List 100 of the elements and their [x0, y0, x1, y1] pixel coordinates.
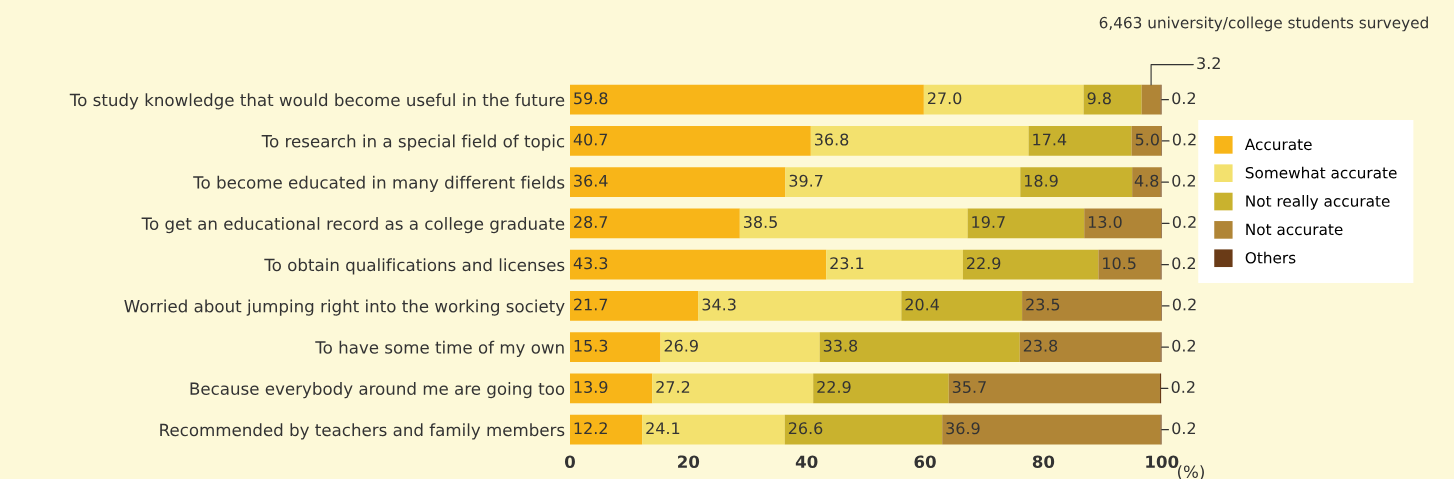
- x-tick-label: 40: [795, 455, 818, 469]
- bar: [923, 84, 1084, 115]
- data-label: 35.7: [952, 380, 986, 394]
- data-label: 22.9: [967, 257, 1001, 270]
- y-tick-label: To obtain qualifications and licenses: [264, 258, 565, 275]
- data-label: 38.5: [743, 215, 777, 229]
- data-label: 27.2: [656, 380, 690, 393]
- data-label: 33.8: [823, 339, 858, 352]
- bar: [1132, 167, 1161, 197]
- data-label: 5.0: [1135, 133, 1159, 146]
- bar: [1141, 84, 1161, 115]
- bar: [1083, 84, 1142, 115]
- y-tick-label: Because everybody around me are going too: [190, 382, 565, 399]
- bar: [819, 332, 1020, 362]
- x-tick-label: 60: [914, 455, 936, 469]
- data-label: 12.2: [574, 422, 607, 435]
- data-label: 0.2: [1172, 215, 1196, 229]
- bar: [1098, 249, 1161, 280]
- data-label: 0.2: [1172, 174, 1196, 187]
- bar: [948, 373, 1160, 404]
- data-label: 23.1: [830, 257, 864, 270]
- bar: [569, 84, 924, 115]
- bar: [569, 249, 827, 280]
- bar: [1020, 167, 1133, 197]
- data-label: 20.4: [905, 298, 939, 311]
- bar: [1131, 126, 1162, 156]
- bar: [901, 291, 1023, 321]
- y-tick-label: To become educated in many different fields: [193, 175, 565, 192]
- y-tick-label: Worried about jumping right into the working society: [124, 299, 565, 316]
- data-label: 3.2: [1197, 57, 1220, 70]
- bar: [826, 249, 963, 280]
- legend-label: Others: [1245, 251, 1296, 264]
- bar: [962, 249, 1099, 280]
- x-tick-label: 20: [678, 455, 700, 469]
- bar: [569, 373, 653, 404]
- data-label: 0.2: [1172, 92, 1196, 105]
- bar: [569, 167, 786, 197]
- bar: [569, 291, 699, 321]
- bar: [569, 332, 661, 362]
- y-tick-label: To have some time of my own: [315, 340, 564, 357]
- data-label: 0.2: [1172, 133, 1196, 146]
- bar: [1019, 332, 1161, 362]
- data-label: 36.9: [946, 422, 980, 435]
- bar: [784, 414, 943, 445]
- data-label: 21.7: [574, 298, 608, 311]
- data-label: 43.3: [573, 257, 608, 270]
- bar: [569, 208, 740, 239]
- bar: [642, 414, 785, 445]
- y-tick-label: To research in a special field of topic: [261, 134, 565, 151]
- bar: [1084, 208, 1162, 239]
- data-label: 26.9: [664, 339, 698, 352]
- y-tick-label: To get an educational record as a college graduate: [141, 217, 565, 234]
- bar: [739, 208, 968, 239]
- bar: [967, 208, 1085, 239]
- x-axis-title: (%): [1177, 465, 1204, 479]
- data-label: 36.8: [815, 133, 849, 146]
- data-label: 26.6: [788, 422, 823, 435]
- bar: [810, 126, 1029, 156]
- bar: [698, 291, 902, 321]
- data-label: 0.2: [1172, 257, 1196, 270]
- bar: [660, 332, 820, 362]
- bar: [569, 126, 811, 156]
- data-label: 39.7: [789, 174, 823, 187]
- bar: [942, 414, 1161, 445]
- data-label: 34.3: [702, 298, 736, 311]
- data-label: 36.4: [574, 174, 608, 187]
- y-tick-label: To study knowledge that would become useful in the future: [69, 93, 565, 110]
- data-label: 17.4: [1033, 133, 1067, 146]
- bar: [569, 414, 643, 445]
- bar: [1022, 291, 1162, 321]
- data-label: 0.2: [1172, 298, 1196, 311]
- legend-label: Not accurate: [1246, 223, 1343, 236]
- data-label: 0.2: [1172, 339, 1196, 352]
- data-label: 28.7: [574, 215, 608, 229]
- legend-label: Not really accurate: [1246, 195, 1390, 210]
- data-label: 59.8: [574, 92, 608, 105]
- x-tick-label: 100: [1146, 455, 1179, 469]
- data-label: 40.7: [573, 133, 608, 146]
- data-label: 15.3: [574, 339, 608, 352]
- data-label: 0.2: [1171, 380, 1195, 394]
- data-label: 13.9: [574, 380, 608, 394]
- data-label: 19.7: [972, 215, 1005, 229]
- data-label: 24.1: [646, 422, 680, 435]
- data-label: 27.0: [927, 92, 962, 105]
- y-tick-label: Recommended by teachers and family members: [160, 423, 565, 440]
- bar: [652, 373, 814, 404]
- data-label: 13.0: [1088, 215, 1122, 229]
- x-tick-label: 0: [564, 455, 575, 469]
- data-label: 10.5: [1103, 257, 1136, 270]
- data-label: 9.8: [1087, 92, 1111, 105]
- legend-label: Accurate: [1244, 138, 1312, 151]
- data-label: 23.5: [1026, 298, 1060, 311]
- data-label: 18.9: [1025, 174, 1058, 187]
- bar: [785, 167, 1021, 197]
- data-label: 22.9: [817, 380, 851, 394]
- data-label: 4.8: [1134, 174, 1159, 187]
- bar: [1028, 126, 1132, 156]
- x-tick-label: 80: [1032, 455, 1055, 469]
- text: 6,463 university/college students surveyed: [1099, 16, 1428, 32]
- bar: [813, 373, 949, 404]
